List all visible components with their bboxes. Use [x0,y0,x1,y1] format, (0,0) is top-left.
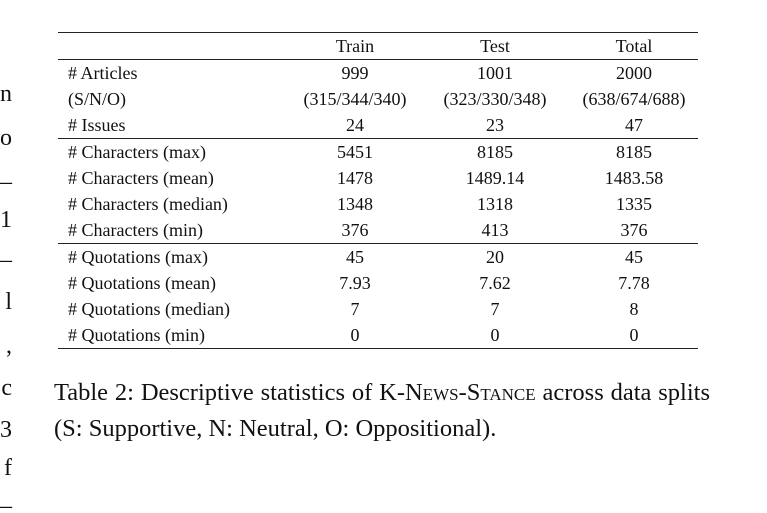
caption-prefix: Table 2: Descriptive statistics of [54,379,380,406]
cell-train: 376 [341,220,369,240]
cell-test: 8185 [420,138,560,165]
table-row: # Quotations (median) 7 7 8 [58,296,698,322]
row-label: # Quotations (median) [68,299,230,319]
cell-total: 8185 [560,138,698,165]
caption-suffix: across data splits (S: Supportive, N: Ne… [54,379,710,442]
table-row: # Quotations (mean) 7.93 7.62 7.78 [58,270,698,296]
row-label: # Characters (mean) [68,168,214,188]
cell-train: 1478 [337,168,373,188]
table-caption: Table 2: Descriptive statistics of K-New… [54,375,710,447]
statistics-table: Train Test Total # Articles 999 1001 200… [58,32,698,349]
cell-test: 0 [420,322,560,349]
cell-train: 0 [280,322,420,349]
left-fragment: f [4,455,12,481]
cell-test: 23 [486,115,504,135]
cell-total: 8 [629,299,639,319]
table-row: # Quotations (max) 45 20 45 [58,243,698,270]
header-cell-test: Test [420,32,560,60]
left-fragment: – [0,493,12,513]
cell-test: 1489.14 [465,168,525,188]
cell-train: 1348 [337,194,373,214]
table-row: # Characters (max) 5451 8185 8185 [58,138,698,165]
dataset-name: K-News-Stance [379,379,536,406]
table-row: # Characters (median) 1348 1318 1335 [58,191,698,217]
header-cell [58,32,280,60]
left-column-fragment: n o – 1 – l , c 3 f – [0,0,14,513]
cell-test: 413 [481,220,509,240]
cell-train: 999 [341,63,369,83]
cell-test: 20 [420,243,560,270]
header-cell-train: Train [280,32,420,60]
left-fragment: o [0,125,12,151]
cell-test: 1001 [477,63,513,83]
cell-train: 45 [280,243,420,270]
cell-total: 1335 [616,194,652,214]
row-label: # Quotations (max) [58,243,280,270]
cell-train: 24 [346,115,364,135]
left-fragment: l [5,289,12,315]
row-label: # Characters (median) [68,194,228,214]
cell-test: 1318 [477,194,513,214]
cell-train: (315/344/340) [303,89,407,109]
left-fragment: – [0,169,12,195]
cell-total: 2000 [616,63,652,83]
table-row: # Quotations (min) 0 0 0 [58,322,698,349]
cell-total: 1483.58 [604,168,664,188]
cell-train: 5451 [280,138,420,165]
cell-test: (323/330/348) [443,89,547,109]
left-fragment: – [0,247,12,273]
row-label: # Quotations (min) [58,322,280,349]
table-row: # Articles 999 1001 2000 [58,60,698,87]
table-row: # Characters (min) 376 413 376 [58,217,698,244]
table-row: # Issues 24 23 47 [58,112,698,139]
cell-test: 7 [490,299,500,319]
cell-total: 0 [560,322,698,349]
cell-train: 7.93 [339,273,371,293]
table-row: # Characters (mean) 1478 1489.14 1483.58 [58,165,698,191]
left-fragment: c [1,375,12,401]
cell-test: 7.62 [479,273,511,293]
table-row: (S/N/O) (315/344/340) (323/330/348) (638… [58,86,698,112]
left-fragment: 1 [0,207,12,233]
cell-total: 45 [560,243,698,270]
row-label: # Characters (min) [68,220,203,240]
left-fragment: 3 [0,417,12,443]
cell-train: 7 [350,299,360,319]
left-fragment: n [0,81,12,107]
row-label: (S/N/O) [68,89,126,109]
cell-total: 376 [620,220,648,240]
left-fragment: , [6,333,12,359]
cell-total: 47 [625,115,643,135]
cell-total: 7.78 [618,273,650,293]
table-header-row: Train Test Total [58,32,698,60]
row-label: # Issues [68,115,126,135]
row-label: # Quotations (mean) [68,273,216,293]
header-cell-total: Total [560,32,698,60]
cell-total: (638/674/688) [582,89,686,109]
row-label: # Characters (max) [58,138,280,165]
row-label: # Articles [68,63,138,83]
